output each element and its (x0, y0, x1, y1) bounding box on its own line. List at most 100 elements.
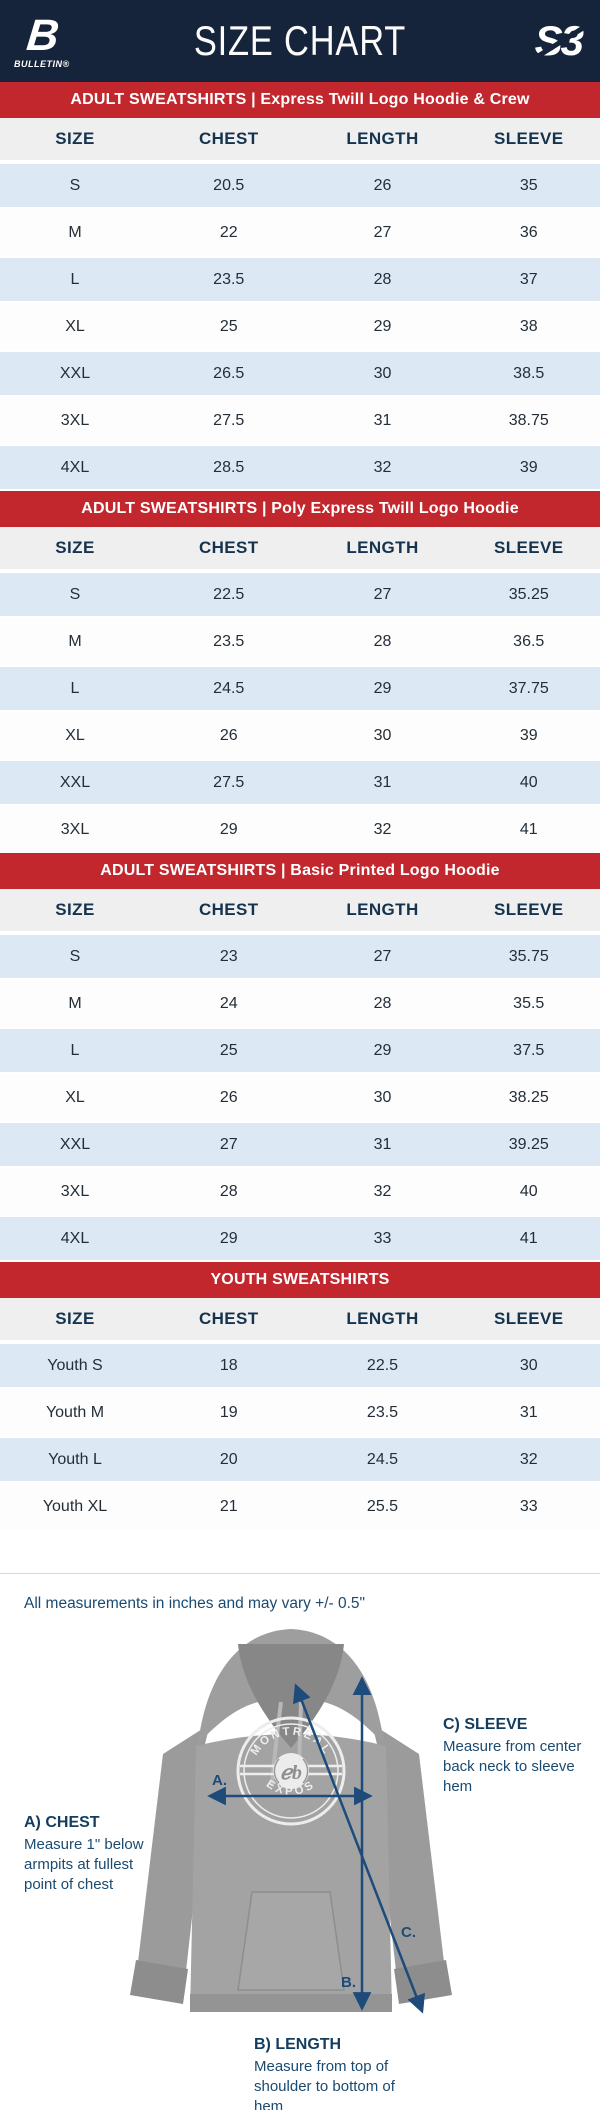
cell-sleeve: 38.75 (508, 411, 549, 429)
table-row: L 23.5 28 37 (0, 256, 600, 303)
column-header-chest: CHEST (198, 900, 259, 919)
cell-length: 33 (373, 1229, 392, 1247)
table-row: XL 25 29 38 (0, 303, 600, 350)
cell-length: 30 (373, 364, 392, 382)
column-header-size: SIZE (55, 1309, 95, 1328)
table-row: Youth XL 21 25.5 33 (0, 1483, 600, 1530)
table-row: 3XL 29 32 41 (0, 806, 600, 853)
section-banner: ADULT SWEATSHIRTS | Basic Printed Logo H… (0, 853, 600, 889)
cell-length: 30 (373, 726, 392, 744)
cell-length: 22.5 (366, 1356, 399, 1374)
cell-size: S (69, 947, 81, 965)
table-row: S 20.5 26 35 (0, 162, 600, 209)
cell-length: 28 (373, 270, 392, 288)
table-row: 4XL 29 33 41 (0, 1215, 600, 1262)
table-row: M 22 27 36 (0, 209, 600, 256)
cell-length: 31 (373, 773, 392, 791)
cell-chest: 24.5 (213, 679, 245, 697)
table-row: Youth L 20 24.5 32 (0, 1436, 600, 1483)
spacer (0, 1530, 600, 1573)
cell-sleeve: 35.25 (508, 585, 549, 603)
cell-size: Youth L (48, 1450, 102, 1468)
chest-annotation: A) CHEST Measure 1" below armpits at ful… (24, 1812, 150, 1895)
table-row: XXL 27 31 39.25 (0, 1121, 600, 1168)
column-header-length: LENGTH (346, 129, 419, 148)
table-row: XL 26 30 39 (0, 712, 600, 759)
cell-length: 25.5 (366, 1497, 399, 1515)
cell-sleeve: 36.5 (513, 632, 545, 650)
table-section-3: YOUTH SWEATSHIRTS SIZE CHEST LENGTH SLEEVE Yo… (0, 1262, 600, 1530)
cell-sleeve: 38 (519, 317, 538, 335)
cell-sleeve: 38.5 (513, 364, 545, 382)
page-title: SIZE CHART (193, 17, 407, 64)
cell-sleeve: 33 (519, 1497, 538, 1515)
table-header-row: SIZE CHEST LENGTH SLEEVE (0, 118, 600, 162)
size-tables: ADULT SWEATSHIRTS | Express Twill Logo H… (0, 82, 600, 1530)
cell-length: 32 (373, 458, 392, 476)
table-header-row: SIZE CHEST LENGTH SLEEVE (0, 889, 600, 933)
cell-chest: 22.5 (213, 585, 245, 603)
bulletin-logo: B BULLETIN® (14, 11, 70, 69)
measurement-diagram-section: ℯb MONTRÉAL EXPOS A. B. C. (0, 1573, 600, 2110)
table-row: XL 26 30 38.25 (0, 1074, 600, 1121)
cell-size: XXL (59, 364, 91, 382)
sleeve-annotation: C) SLEEVE Measure from center back neck … (443, 1714, 595, 1797)
column-header-chest: CHEST (198, 129, 259, 148)
s3-logo: S3 (534, 17, 592, 65)
cell-chest: 27 (219, 1135, 238, 1153)
cell-sleeve: 35.75 (508, 947, 549, 965)
cell-length: 31 (373, 411, 392, 429)
hoodie-hood-interior (238, 1644, 344, 1748)
table-row: L 25 29 37.5 (0, 1027, 600, 1074)
table-row: S 23 27 35.75 (0, 933, 600, 980)
cell-size: L (70, 679, 80, 697)
cell-length: 30 (373, 1088, 392, 1106)
cell-size: L (70, 1041, 80, 1059)
cell-chest: 20 (219, 1450, 238, 1468)
cell-chest: 26 (219, 1088, 238, 1106)
column-header-sleeve: SLEEVE (494, 129, 564, 148)
length-annotation-title: B) LENGTH (254, 2036, 342, 2053)
marker-a-label: A. (212, 1772, 227, 1789)
top-header: B BULLETIN® SIZE CHART S3 (0, 0, 600, 82)
cell-size: XXL (59, 773, 91, 791)
chest-annotation-title: A) CHEST (24, 1814, 100, 1831)
cell-size: Youth S (47, 1356, 103, 1374)
cell-size: 3XL (60, 1182, 90, 1200)
table-header-row: SIZE CHEST LENGTH SLEEVE (0, 527, 600, 571)
cell-length: 29 (373, 317, 392, 335)
table-section-1: ADULT SWEATSHIRTS | Poly Express Twill L… (0, 491, 600, 853)
table-row: M 24 28 35.5 (0, 980, 600, 1027)
cell-size: Youth XL (42, 1497, 108, 1515)
measurement-note: All measurements in inches and may vary … (24, 1595, 366, 1612)
table-row: 4XL 28.5 32 39 (0, 444, 600, 491)
measurement-arrows (207, 1676, 425, 2014)
cell-length: 32 (373, 1182, 392, 1200)
table-row: L 24.5 29 37.75 (0, 665, 600, 712)
cell-chest: 24 (219, 994, 238, 1012)
table-row: Youth M 19 23.5 31 (0, 1389, 600, 1436)
cell-sleeve: 35 (519, 176, 538, 194)
cell-length: 29 (373, 679, 392, 697)
cell-sleeve: 38.25 (508, 1088, 549, 1106)
cell-length: 27 (373, 947, 392, 965)
table-row: XXL 26.5 30 38.5 (0, 350, 600, 397)
cell-sleeve: 36 (519, 223, 538, 241)
sleeve-annotation-title: C) SLEEVE (443, 1716, 528, 1733)
table-row: 3XL 27.5 31 38.75 (0, 397, 600, 444)
marker-b-label: B. (341, 1974, 356, 1991)
expos-center-mark: ℯb (280, 1762, 302, 1784)
cell-chest: 22 (219, 223, 238, 241)
section-banner: ADULT SWEATSHIRTS | Poly Express Twill L… (0, 491, 600, 527)
section-banner: ADULT SWEATSHIRTS | Express Twill Logo H… (0, 82, 600, 118)
bulletin-wordmark: BULLETIN® (14, 58, 70, 69)
cell-size: M (68, 994, 82, 1012)
cell-length: 27 (373, 585, 392, 603)
cell-chest: 26.5 (213, 364, 245, 382)
cell-length: 26 (373, 176, 392, 194)
length-annotation: B) LENGTH Measure from top of shoulder t… (254, 2034, 424, 2110)
cell-sleeve: 39 (519, 458, 538, 476)
hoodie-illustration: ℯb MONTRÉAL EXPOS (130, 1629, 452, 2012)
length-annotation-desc: Measure from top of shoulder to bottom o… (254, 2058, 395, 2110)
cell-size: 3XL (60, 820, 90, 838)
